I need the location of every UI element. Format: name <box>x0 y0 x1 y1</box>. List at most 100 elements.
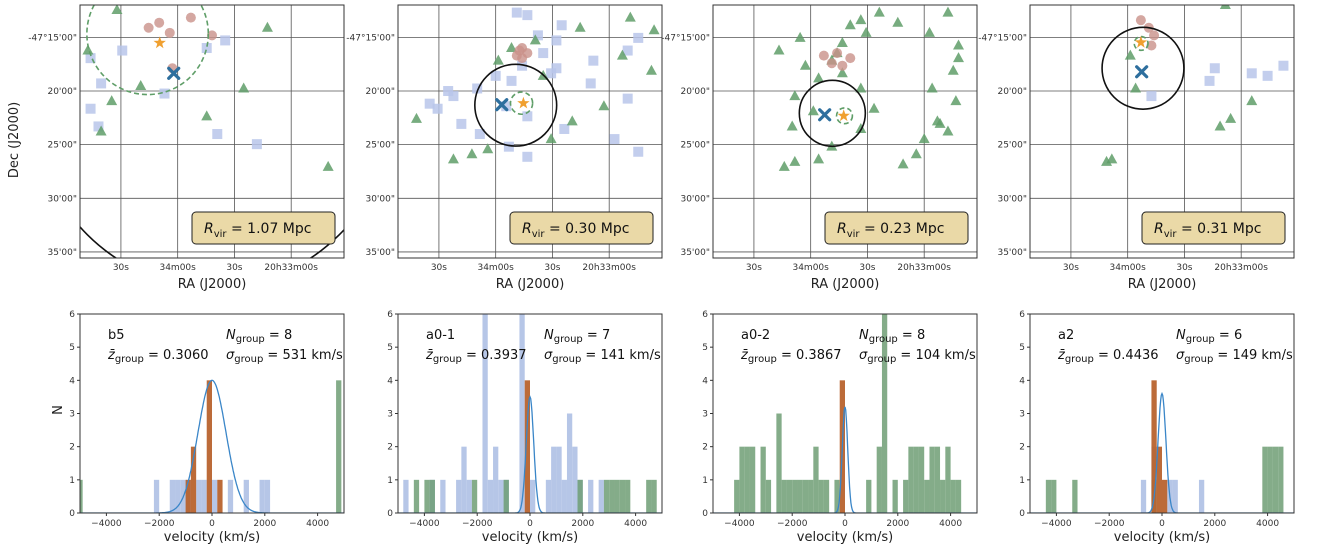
y-tick-label: 0 <box>387 509 393 519</box>
blue-bar <box>545 479 552 513</box>
ra-tick-label: 20h33m00s <box>264 263 318 273</box>
blue-bar <box>482 314 488 513</box>
y-tick-label: 2 <box>1019 443 1025 453</box>
green-bar <box>646 479 652 513</box>
blue-bar <box>530 479 536 513</box>
triangle-marker <box>836 36 848 47</box>
blue-bar <box>227 479 234 513</box>
virial-radius-circle <box>798 79 867 148</box>
histogram-panel-1: −4000 −2000 0 2000 4000 0 1 2 3 4 5 6 velocity (km/s… <box>69 310 345 544</box>
square-marker <box>490 70 501 81</box>
square-marker <box>506 75 517 86</box>
ra-tick-label: 30s <box>113 263 129 273</box>
group-dashed-circle <box>835 107 854 125</box>
sky-panel-2: 30s 34m00s 30s 20h33m00s -47°15'00" 20'00" 25'… <box>346 4 663 292</box>
blue-bar <box>551 446 557 513</box>
square-marker <box>559 123 570 134</box>
x-tick-label: −4000 <box>409 519 440 529</box>
blue-bar <box>572 446 578 513</box>
blue-bar <box>598 479 604 513</box>
square-marker <box>588 55 599 66</box>
y-tick-label: 2 <box>69 443 75 453</box>
cross-marker <box>167 66 181 80</box>
dec-tick-label: 35'00" <box>680 248 710 258</box>
sky-panel-1: 30s 34m00s 30s 20h33m00s -47°15'00" 20'00" 25'… <box>28 4 345 292</box>
blue-bar <box>259 479 265 513</box>
dec-tick-label: 20'00" <box>680 87 710 97</box>
triangle-marker <box>860 26 872 37</box>
x-tick-label: 2000 <box>571 519 594 529</box>
green-bar <box>913 446 919 513</box>
x-tick-label: 0 <box>1159 519 1165 529</box>
y-tick-label: 0 <box>69 509 75 519</box>
green-bar <box>413 479 420 513</box>
triangle-marker <box>786 120 798 131</box>
y-tick-label: 6 <box>387 310 393 320</box>
x-tick-label: 0 <box>209 519 215 529</box>
group-name-label: a0-2 <box>741 328 770 343</box>
virial-radius-circle <box>1101 26 1185 110</box>
triangle-marker <box>950 95 962 106</box>
square-marker <box>622 93 633 104</box>
n-group-label: Ngroup = 6 <box>1176 328 1242 345</box>
green-bar <box>950 479 956 513</box>
green-bar <box>609 479 615 513</box>
n-group-label: Ngroup = 8 <box>859 328 925 345</box>
virial-radius-circle <box>474 63 558 147</box>
group-dashed-circle <box>86 5 210 96</box>
blue-bar <box>493 446 499 513</box>
y-tick-label: 3 <box>1019 410 1025 420</box>
blue-bar <box>175 479 181 513</box>
y-tick-label: 3 <box>69 410 75 420</box>
gaussian-fit-line <box>713 406 977 513</box>
circle-marker <box>845 53 856 64</box>
square-marker <box>633 146 644 157</box>
blue-bar <box>588 479 594 513</box>
sigma-group-label: σgroup = 104 km/s <box>859 348 976 365</box>
axis-labels: Dec (J2000) N <box>7 102 66 415</box>
square-marker <box>633 32 644 43</box>
triangle-marker <box>598 100 610 111</box>
orange-bar <box>217 479 223 513</box>
blue-bar <box>487 479 494 513</box>
blue-bar <box>461 446 467 513</box>
ra-axis-label: RA (J2000) <box>496 277 565 292</box>
green-bar <box>1051 479 1057 513</box>
green-bar <box>802 479 809 513</box>
blue-bar <box>403 479 409 513</box>
triangle-marker <box>844 19 856 30</box>
square-marker <box>443 86 454 97</box>
x-tick-label: 2000 <box>253 519 276 529</box>
rvir-box <box>509 211 654 245</box>
sky-panel-4: 30s 34m00s 30s 20h33m00s -47°15'00" 20'00" 25'… <box>978 4 1295 292</box>
rvir-box <box>1141 211 1286 245</box>
velocity-axis-label: velocity (km/s) <box>482 530 578 544</box>
triangle-marker <box>111 5 123 15</box>
circle-marker <box>185 12 196 23</box>
green-bar <box>834 479 840 513</box>
green-bar <box>1262 446 1268 513</box>
square-marker <box>220 35 231 46</box>
y-tick-label: 1 <box>702 476 708 486</box>
triangle-marker <box>942 125 954 136</box>
triangle-marker <box>106 95 118 106</box>
square-marker <box>1262 70 1273 81</box>
blue-bar <box>556 446 562 513</box>
group-name-label: b5 <box>108 328 125 343</box>
z-group-label: z̄group = 0.3060 <box>107 348 209 365</box>
green-bar <box>929 446 935 513</box>
green-bar <box>765 479 772 513</box>
y-tick-label: 1 <box>69 476 75 486</box>
green-bar <box>792 479 798 513</box>
green-bar <box>876 446 882 513</box>
y-tick-label: 4 <box>387 376 393 386</box>
dec-tick-label: -47°15'00" <box>28 33 77 43</box>
green-bar <box>903 479 909 513</box>
ra-tick-label: 30s <box>1063 263 1079 273</box>
green-bar <box>424 479 430 513</box>
square-marker <box>456 118 467 129</box>
blue-bar <box>196 479 202 513</box>
green-bar <box>808 479 814 513</box>
histogram-panel-2: −4000 −2000 0 2000 4000 0 1 2 3 4 5 6 velocity (km/s… <box>387 310 663 544</box>
